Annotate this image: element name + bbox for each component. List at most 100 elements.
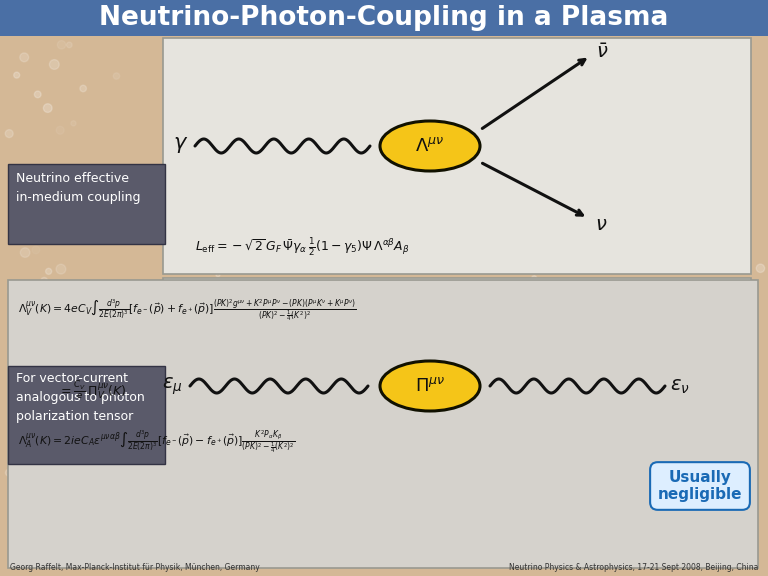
Circle shape	[20, 53, 28, 62]
Circle shape	[280, 225, 287, 232]
Circle shape	[606, 215, 614, 223]
Circle shape	[349, 147, 353, 151]
Circle shape	[479, 192, 485, 199]
Text: $\epsilon_\mu$: $\epsilon_\mu$	[162, 375, 183, 397]
Circle shape	[512, 159, 517, 164]
Circle shape	[731, 422, 738, 429]
Circle shape	[650, 188, 657, 195]
Circle shape	[578, 261, 586, 270]
Circle shape	[223, 382, 231, 389]
Circle shape	[483, 430, 487, 433]
Circle shape	[569, 133, 579, 143]
Circle shape	[71, 453, 74, 456]
FancyBboxPatch shape	[0, 0, 768, 36]
Circle shape	[56, 264, 66, 274]
Circle shape	[648, 390, 652, 394]
Text: Neutrino effective
in-medium coupling: Neutrino effective in-medium coupling	[16, 172, 141, 204]
Circle shape	[440, 535, 446, 540]
Circle shape	[677, 378, 683, 384]
Circle shape	[472, 369, 475, 372]
Text: $\Lambda_V^{\mu\nu}(K) = 4eC_V \int \frac{d^3\!p}{2E(2\pi)^3} [f_{e^-}(\vec{p}) : $\Lambda_V^{\mu\nu}(K) = 4eC_V \int \fra…	[18, 298, 356, 324]
Ellipse shape	[380, 361, 480, 411]
Circle shape	[446, 88, 449, 91]
Circle shape	[248, 165, 256, 173]
Circle shape	[268, 248, 273, 253]
Circle shape	[313, 464, 317, 468]
Circle shape	[269, 494, 273, 497]
Circle shape	[286, 131, 296, 141]
Circle shape	[733, 112, 738, 117]
Circle shape	[713, 57, 723, 67]
Circle shape	[721, 176, 729, 184]
Circle shape	[233, 281, 239, 287]
FancyBboxPatch shape	[8, 164, 165, 244]
Circle shape	[74, 200, 78, 204]
Circle shape	[502, 260, 505, 263]
Circle shape	[405, 429, 409, 433]
Circle shape	[469, 41, 473, 45]
Circle shape	[399, 333, 403, 336]
Text: $L_{\rm eff} = -\sqrt{2}\,G_F\,\bar{\Psi}\gamma_\alpha\,\frac{1}{2}(1-\gamma_5)\: $L_{\rm eff} = -\sqrt{2}\,G_F\,\bar{\Psi…	[195, 236, 409, 258]
Circle shape	[560, 137, 564, 142]
Circle shape	[466, 481, 472, 486]
Circle shape	[450, 528, 458, 536]
Text: $\nu$: $\nu$	[595, 214, 607, 233]
Circle shape	[723, 92, 729, 98]
Circle shape	[216, 273, 220, 277]
Circle shape	[259, 492, 268, 502]
Circle shape	[56, 126, 64, 134]
Circle shape	[489, 510, 494, 514]
Circle shape	[685, 225, 690, 231]
Ellipse shape	[380, 121, 480, 171]
Circle shape	[5, 469, 12, 476]
Circle shape	[102, 537, 111, 545]
Circle shape	[676, 309, 680, 313]
Circle shape	[585, 441, 592, 448]
Circle shape	[463, 550, 466, 553]
Circle shape	[199, 210, 204, 215]
Circle shape	[301, 229, 310, 238]
Circle shape	[285, 59, 293, 67]
Circle shape	[39, 407, 48, 416]
Circle shape	[176, 514, 181, 518]
Circle shape	[12, 312, 15, 315]
Circle shape	[5, 130, 13, 138]
Circle shape	[121, 473, 125, 477]
Circle shape	[677, 225, 686, 233]
Circle shape	[690, 424, 696, 430]
Circle shape	[415, 456, 424, 465]
Circle shape	[657, 230, 662, 236]
Circle shape	[711, 192, 718, 199]
Circle shape	[110, 298, 120, 308]
Circle shape	[71, 121, 76, 126]
Text: For vector-current
analogous to photon
polarization tensor: For vector-current analogous to photon p…	[16, 372, 144, 423]
Circle shape	[96, 298, 99, 301]
Circle shape	[376, 309, 379, 313]
Circle shape	[551, 87, 560, 96]
Circle shape	[614, 89, 620, 94]
Circle shape	[349, 45, 356, 52]
Circle shape	[286, 509, 294, 517]
Text: Georg Raffelt, Max-Planck-Institut für Physik, München, Germany: Georg Raffelt, Max-Planck-Institut für P…	[10, 563, 260, 572]
Circle shape	[320, 425, 326, 430]
Circle shape	[43, 104, 52, 112]
Circle shape	[722, 255, 730, 263]
Text: Usually
negligible: Usually negligible	[657, 470, 742, 502]
Circle shape	[284, 151, 290, 157]
Circle shape	[604, 412, 611, 419]
Circle shape	[20, 248, 30, 257]
Circle shape	[616, 60, 626, 70]
Text: $\Lambda^{\mu\nu}$: $\Lambda^{\mu\nu}$	[415, 137, 445, 155]
Circle shape	[237, 384, 245, 392]
Circle shape	[641, 540, 650, 548]
Circle shape	[440, 299, 445, 303]
Circle shape	[100, 475, 104, 479]
Circle shape	[232, 502, 240, 509]
Circle shape	[732, 359, 737, 364]
Circle shape	[389, 435, 397, 442]
Circle shape	[495, 436, 503, 444]
FancyBboxPatch shape	[8, 280, 758, 568]
Circle shape	[201, 425, 211, 434]
Circle shape	[531, 276, 537, 281]
Circle shape	[713, 351, 723, 361]
